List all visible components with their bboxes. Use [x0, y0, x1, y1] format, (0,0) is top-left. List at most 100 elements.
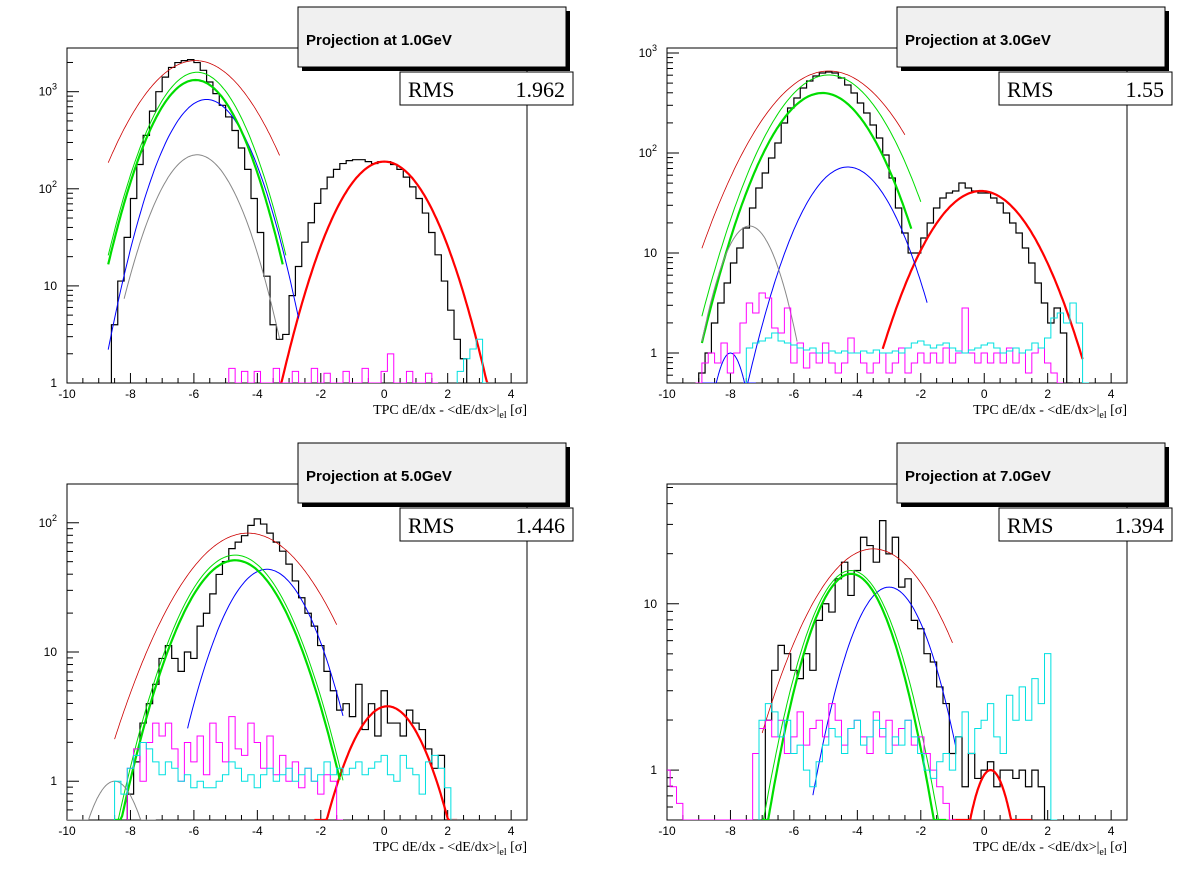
x-tick-label: 4 [508, 824, 515, 838]
stats-rms-label: RMS [1007, 77, 1053, 102]
stats-rms-label: RMS [1007, 513, 1053, 538]
x-tick-label: 0 [381, 387, 388, 401]
title-box [896, 6, 1166, 68]
histogram-series-9 [745, 302, 1089, 383]
x-tick-label: 2 [444, 387, 451, 401]
fit-curve-series-4 [761, 569, 950, 820]
panel-3gev: -10 -8 -6 -4 -2 0 2 4 1 10 102 103 TPC dE/dx - <dE/d… [639, 6, 1173, 421]
x-tick-label: -6 [189, 387, 200, 401]
fit-curve-series-3 [701, 352, 756, 383]
fit-curve-series-2 [107, 99, 300, 350]
plot-area [667, 519, 1058, 820]
fit-curve-series-6 [114, 532, 338, 740]
fit-curve-series-1 [952, 769, 1032, 820]
x-tick-label: -8 [125, 824, 136, 838]
x-tick-label: 4 [1108, 824, 1115, 838]
x-tick-label: -4 [852, 824, 863, 838]
stats-box [399, 507, 574, 542]
y-tick-label: 1 [50, 774, 57, 788]
x-tick-label: -6 [189, 824, 200, 838]
panel-7gev: -10 -8 -6 -4 -2 0 2 4 1 10 TPC dE/dx - <dE/dx>|el … [644, 442, 1173, 858]
x-tick-label: -2 [915, 824, 926, 838]
x-tick-label: -6 [789, 824, 800, 838]
fit-curve-series-4 [114, 554, 344, 820]
x-tick-label: -4 [252, 824, 263, 838]
panel-title: Projection at 7.0GeV [905, 468, 1051, 485]
x-tick-label: 4 [1108, 387, 1115, 401]
x-tick-label: -10 [58, 387, 76, 401]
x-tick-label: -8 [725, 387, 736, 401]
plot-area [67, 518, 458, 820]
fit-curve-series-7 [701, 70, 906, 249]
x-axis-label: TPC dE/dx - <dE/dx>|el [σ] [973, 840, 1127, 858]
x-tick-label: -8 [725, 824, 736, 838]
y-tick-label: 103 [39, 82, 57, 99]
panel-title: Projection at 1.0GeV [306, 32, 452, 49]
x-tick-label: -2 [915, 387, 926, 401]
y-tick-exponent: 2 [52, 513, 57, 523]
histogram-series-8 [695, 292, 1064, 383]
x-axis-label-rest: [σ] [1107, 403, 1127, 418]
y-tick-exponent: 3 [652, 43, 657, 53]
x-tick-label: -2 [315, 824, 326, 838]
title-box [297, 442, 567, 504]
y-tick-label: 10 [44, 645, 58, 659]
stats-rms-value: 1.962 [516, 77, 566, 102]
x-tick-label: 0 [981, 387, 988, 401]
x-tick-label: 4 [508, 387, 515, 401]
fit-curve-series-3 [107, 78, 284, 265]
y-tick-label: 1 [650, 346, 657, 360]
y-tick-label: 10 [644, 246, 658, 260]
fit-curve-series-1 [314, 705, 458, 820]
x-tick-label: -8 [125, 387, 136, 401]
stats-rms-value: 1.55 [1126, 77, 1165, 102]
fit-curve-series-5 [701, 74, 922, 317]
x-tick-label: 2 [444, 824, 451, 838]
title-box [297, 6, 567, 68]
y-tick-exponent: 2 [652, 143, 657, 153]
x-axis-label-sub: el [499, 410, 506, 421]
x-axis-label: TPC dE/dx - <dE/dx>|el [σ] [973, 403, 1127, 421]
histogram-series-8 [114, 741, 458, 820]
y-tick-label: 10 [644, 597, 658, 611]
x-axis-label-sub: el [1099, 847, 1106, 858]
fit-curve-series-4 [700, 91, 913, 344]
fit-curve-series-1 [279, 160, 489, 383]
histogram-series-0 [698, 71, 1074, 383]
x-axis-label: TPC dE/dx - <dE/dx>|el [σ] [373, 403, 527, 421]
x-tick-label: 2 [1044, 824, 1051, 838]
x-tick-label: -10 [58, 824, 76, 838]
panel-title: Projection at 5.0GeV [306, 468, 452, 485]
fit-curve-series-5 [761, 548, 953, 734]
x-axis-label-rest: [σ] [1107, 840, 1127, 855]
x-axis-label-sub: el [1099, 410, 1106, 421]
panel-1gev: -10 -8 -6 -4 -2 0 2 4 1 10 102 103 TPC dE/dx - <dE/d… [39, 6, 574, 421]
x-tick-label: -6 [789, 387, 800, 401]
stats-rms-label: RMS [408, 513, 454, 538]
histogram-series-7 [228, 353, 439, 383]
panel-5gev: -10 -8 -6 -4 -2 0 2 4 1 10 102 TPC dE/dx - <dE/dx>|… [39, 442, 574, 858]
x-axis-label-rest: [σ] [507, 840, 527, 855]
stats-box [998, 507, 1173, 542]
y-tick-label: 103 [639, 43, 657, 60]
y-tick-label: 102 [39, 513, 57, 530]
x-axis-label-sub: el [499, 847, 506, 858]
fit-curve-series-2 [812, 586, 957, 796]
x-axis-label-rest: [σ] [507, 403, 527, 418]
x-tick-label: 0 [981, 824, 988, 838]
fit-curve-series-6 [701, 225, 798, 342]
y-tick-label: 1 [50, 376, 57, 390]
x-tick-label: -4 [852, 387, 863, 401]
fit-curve-series-2 [187, 568, 344, 729]
plot-area [695, 70, 1089, 383]
stats-rms-label: RMS [408, 77, 454, 102]
x-tick-label: 2 [1044, 387, 1051, 401]
fit-curve-series-3 [114, 559, 341, 820]
title-box [896, 442, 1166, 504]
y-tick-label: 1 [650, 763, 657, 777]
x-tick-label: -2 [315, 387, 326, 401]
y-tick-exponent: 2 [52, 179, 57, 189]
x-tick-label: -10 [658, 387, 676, 401]
stats-box [399, 71, 574, 106]
stats-rms-value: 1.394 [1115, 513, 1165, 538]
